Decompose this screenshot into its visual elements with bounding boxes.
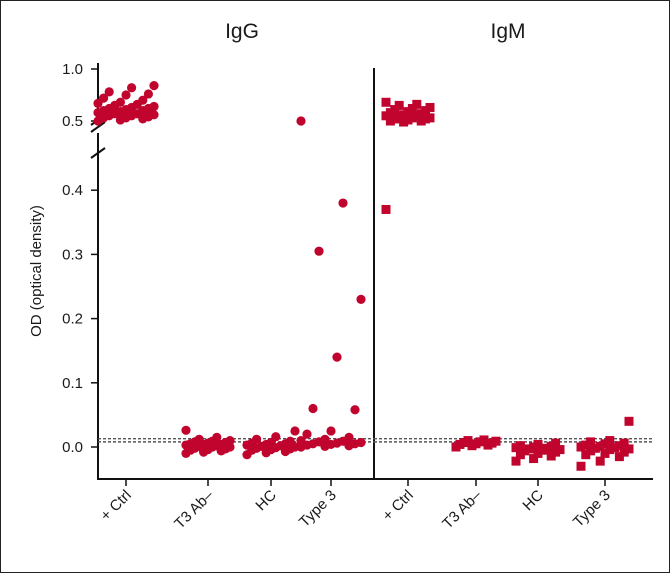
data-point-circle xyxy=(149,101,159,112)
data-point-square xyxy=(619,438,629,448)
data-point-circle xyxy=(356,294,366,304)
data-point-square xyxy=(595,441,605,451)
data-point-circle xyxy=(332,352,342,362)
y-tick-label: 0.0 xyxy=(62,439,83,456)
data-point-circle xyxy=(121,90,131,100)
data-point-square xyxy=(511,456,521,466)
data-point-circle xyxy=(296,435,306,446)
data-point-circle xyxy=(356,437,366,448)
ticks-layer: 0.0 0.1 0.2 0.3 0.4 0.5 1.0 xyxy=(62,61,98,456)
data-point-square xyxy=(605,436,615,446)
data-point-square xyxy=(610,443,620,453)
x-category-label: HC xyxy=(252,487,279,514)
y-tick-label: 0.1 xyxy=(62,375,83,392)
data-point-circle xyxy=(290,426,300,436)
data-point-circle xyxy=(194,434,204,444)
data-point-circle xyxy=(104,87,114,97)
data-point-circle xyxy=(115,97,125,107)
data-point-square xyxy=(425,113,435,123)
x-labels-layer: + Ctrl T3 Ab– HC Type 3 + Ctrl T3 Ab– HC Type 3 xyxy=(97,479,614,532)
data-point-circle xyxy=(138,95,148,105)
data-point-circle xyxy=(225,435,235,446)
data-point-square xyxy=(529,454,539,464)
data-point-circle xyxy=(271,432,281,442)
data-point-square xyxy=(463,436,473,446)
y-tick-label: 0.4 xyxy=(62,182,83,199)
lower-axis-break-mark xyxy=(90,147,106,159)
data-point-square xyxy=(586,437,596,447)
data-point-square xyxy=(624,444,634,454)
data-point-square xyxy=(515,441,525,451)
data-point-square xyxy=(576,442,586,452)
data-point-circle xyxy=(285,436,295,446)
data-point-square xyxy=(491,436,501,446)
data-point-square xyxy=(586,446,596,456)
x-category-label: Type 3 xyxy=(570,487,614,531)
data-point-square xyxy=(479,435,489,445)
data-point-circle xyxy=(344,432,354,442)
y-tick-label: 0.2 xyxy=(62,311,83,328)
data-point-square xyxy=(624,416,634,426)
axes-layer: IgG IgM OD (optical density) xyxy=(28,20,653,480)
data-point-square xyxy=(614,441,624,451)
x-category-label: T3 Ab– xyxy=(439,486,485,532)
data-point-square xyxy=(394,100,404,110)
data-point-square xyxy=(576,461,586,471)
data-point-square xyxy=(381,204,391,214)
data-point-circle xyxy=(149,110,159,120)
cutoff-layer xyxy=(98,437,653,443)
data-point-square xyxy=(555,445,565,455)
data-point-square xyxy=(605,445,615,455)
y-tick-label: 0.3 xyxy=(62,246,83,263)
data-point-circle xyxy=(296,116,306,126)
data-point-square xyxy=(551,438,561,448)
data-point-square xyxy=(600,439,610,449)
panel-title-igg: IgG xyxy=(225,20,259,43)
data-point-square xyxy=(619,447,629,457)
data-point-circle xyxy=(308,403,318,414)
y-tick-label: 1.0 xyxy=(62,61,83,78)
data-point-circle xyxy=(181,425,191,435)
data-point-circle xyxy=(149,81,159,91)
data-point-circle xyxy=(99,93,109,103)
data-point-square xyxy=(533,439,543,449)
x-category-label: Type 3 xyxy=(296,487,340,531)
data-point-circle xyxy=(314,246,324,256)
data-point-circle xyxy=(302,429,312,439)
x-category-label: T3 Ab– xyxy=(171,486,217,532)
panel-title-igm: IgM xyxy=(490,20,525,43)
data-point-square xyxy=(590,443,600,453)
data-point-circle xyxy=(143,89,153,99)
data-point-circle xyxy=(338,198,348,208)
data-point-square xyxy=(600,448,610,458)
data-point-square xyxy=(425,102,435,112)
data-point-square xyxy=(581,440,591,450)
data-point-circle xyxy=(350,405,360,415)
y-axis-label: OD (optical density) xyxy=(28,205,45,337)
data-point-square xyxy=(595,456,605,466)
points-layer xyxy=(93,81,634,471)
data-point-circle xyxy=(212,432,222,442)
data-point-square xyxy=(614,452,624,462)
x-category-label: + Ctrl xyxy=(97,487,135,525)
y-tick-label: 0.5 xyxy=(62,113,83,130)
data-point-circle xyxy=(326,426,336,436)
data-point-square xyxy=(412,99,422,109)
x-category-label: HC xyxy=(519,487,546,514)
data-point-circle xyxy=(320,434,330,444)
data-point-circle xyxy=(252,434,262,444)
x-category-label: + Ctrl xyxy=(379,487,417,525)
data-point-square xyxy=(381,97,391,107)
data-point-square xyxy=(581,450,591,460)
data-point-circle xyxy=(127,83,137,93)
